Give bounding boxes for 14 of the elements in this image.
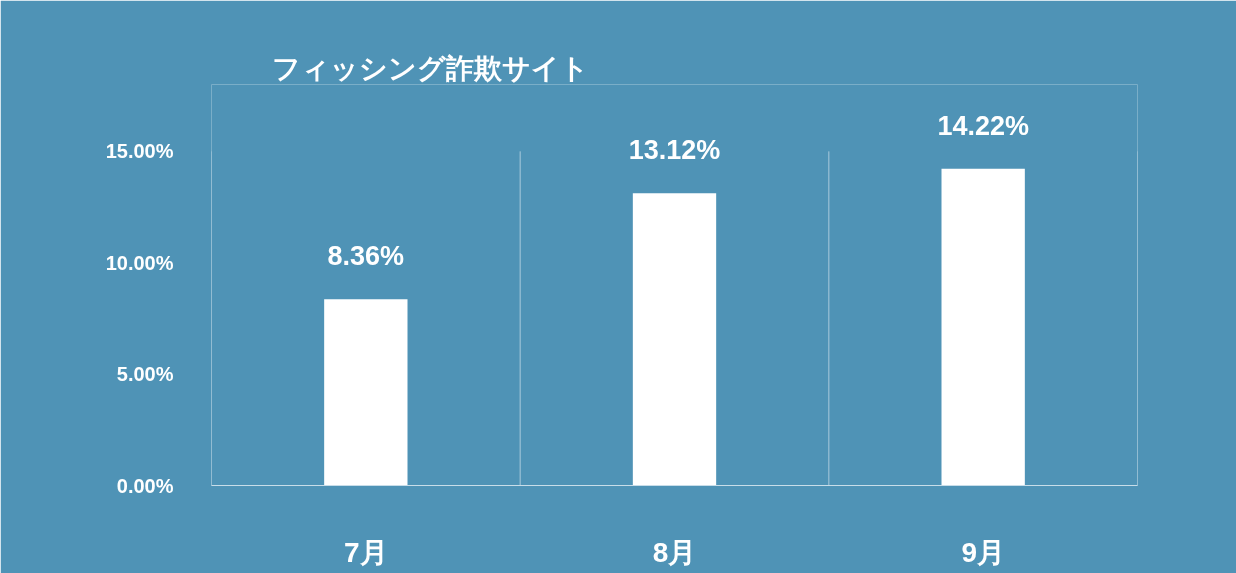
data-label: 13.12% xyxy=(628,135,721,166)
bar xyxy=(324,299,408,486)
y-tick-label: 5.00% xyxy=(116,363,174,386)
y-tick-label: 0.00% xyxy=(116,474,174,497)
y-tick-label: 10.00% xyxy=(105,251,174,274)
data-label: 14.22% xyxy=(937,110,1029,141)
bar xyxy=(632,193,717,486)
chart-title: フィッシング詐欺サイト xyxy=(271,52,589,84)
data-label: 8.36% xyxy=(327,241,405,272)
x-tick-label: 9月 xyxy=(961,536,1005,568)
y-tick-label: 15.00% xyxy=(105,140,174,163)
x-tick-label: 8月 xyxy=(652,536,697,568)
bar xyxy=(941,168,1025,486)
x-tick-label: 7月 xyxy=(344,536,388,568)
